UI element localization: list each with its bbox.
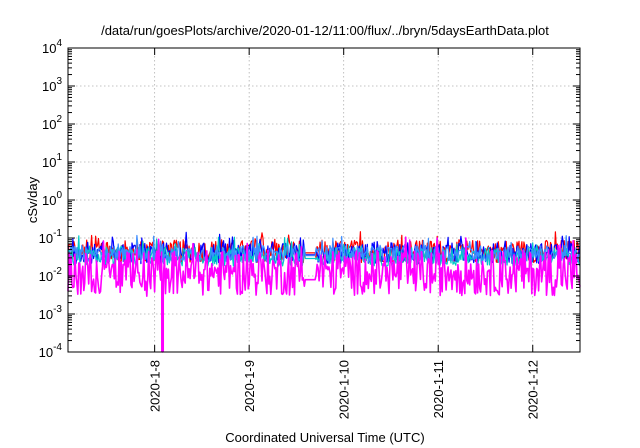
y-tick-label: 10-3 [39,304,63,322]
y-tick-label: 10-2 [39,266,63,284]
grid [68,48,580,352]
y-tick-label: 103 [42,76,62,94]
y-tick-label: 104 [42,38,62,56]
y-tick-label: 102 [42,114,62,132]
series-line-5 [67,236,581,353]
axes: 10-4 10-3 10-2 10-1 100 101 102 103 104 2020-1-8 2… [39,38,580,419]
series-line-4 [67,234,581,265]
y-tick-label: 100 [42,190,62,208]
y-tick-label: 101 [42,152,62,170]
x-axis-label: Coordinated Universal Time (UTC) [225,430,424,445]
x-tick-label: 2020-1-9 [242,360,257,412]
y-tick-label: 10-4 [39,342,63,360]
y-axis-label: cSv/day [25,176,40,223]
x-tick-label: 2020-1-8 [148,360,163,412]
x-tick-label: 2020-1-11 [431,360,446,418]
data-series [67,231,581,353]
x-tick-label: 2020-1-12 [526,360,541,419]
x-tick-label: 2020-1-10 [337,360,352,419]
y-tick-label: 10-1 [39,228,63,246]
chart-title: /data/run/goesPlots/archive/2020-01-12/1… [101,23,549,38]
